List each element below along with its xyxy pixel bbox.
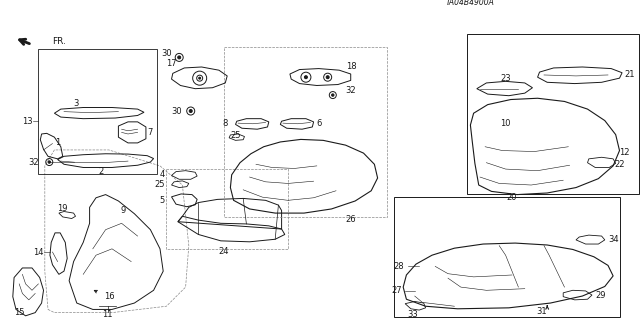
Text: 13: 13 bbox=[22, 117, 33, 126]
Circle shape bbox=[178, 56, 180, 59]
Text: 16: 16 bbox=[104, 292, 115, 301]
Text: 3: 3 bbox=[73, 99, 78, 108]
Text: 34: 34 bbox=[608, 235, 619, 244]
Circle shape bbox=[48, 161, 51, 163]
Text: 1: 1 bbox=[55, 138, 60, 147]
Text: 8: 8 bbox=[223, 119, 228, 128]
Circle shape bbox=[332, 94, 334, 96]
Text: 2: 2 bbox=[99, 167, 104, 176]
Circle shape bbox=[326, 76, 329, 79]
Text: 14: 14 bbox=[33, 248, 44, 256]
Text: 25: 25 bbox=[230, 131, 241, 140]
Circle shape bbox=[305, 76, 307, 79]
Text: FR.: FR. bbox=[52, 37, 67, 46]
Text: 5: 5 bbox=[160, 196, 165, 205]
Text: 32: 32 bbox=[28, 158, 38, 167]
Text: TA04B4900A: TA04B4900A bbox=[446, 0, 495, 7]
Circle shape bbox=[198, 77, 201, 79]
Text: 20: 20 bbox=[507, 193, 517, 202]
Text: 29: 29 bbox=[595, 291, 605, 300]
Text: 25: 25 bbox=[155, 180, 165, 189]
Text: 27: 27 bbox=[392, 286, 402, 295]
Text: 28: 28 bbox=[394, 262, 404, 271]
Text: 11: 11 bbox=[102, 310, 113, 319]
Text: 26: 26 bbox=[346, 215, 356, 224]
Text: 23: 23 bbox=[500, 74, 511, 83]
Text: 19: 19 bbox=[57, 204, 67, 213]
Text: 30: 30 bbox=[172, 107, 182, 115]
Text: 17: 17 bbox=[166, 59, 177, 68]
Circle shape bbox=[189, 109, 192, 113]
Text: 7: 7 bbox=[148, 128, 153, 137]
Text: 32: 32 bbox=[346, 86, 356, 95]
Text: 22: 22 bbox=[614, 160, 625, 169]
Text: 12: 12 bbox=[620, 148, 630, 157]
Text: 6: 6 bbox=[317, 119, 322, 128]
Text: 4: 4 bbox=[160, 170, 165, 179]
Text: 9: 9 bbox=[120, 206, 125, 215]
Text: 31: 31 bbox=[536, 307, 547, 315]
Text: 15: 15 bbox=[14, 308, 24, 317]
Text: 21: 21 bbox=[624, 70, 634, 79]
Text: 18: 18 bbox=[346, 62, 356, 71]
Text: 33: 33 bbox=[408, 310, 418, 319]
Text: 10: 10 bbox=[500, 119, 511, 128]
Text: 30: 30 bbox=[161, 49, 172, 58]
Text: 24: 24 bbox=[219, 247, 229, 256]
